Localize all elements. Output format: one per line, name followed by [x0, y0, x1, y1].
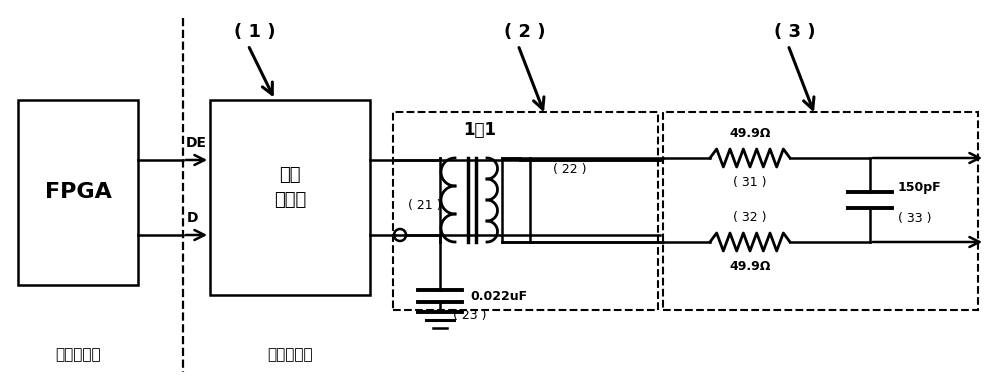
Text: 总线: 总线 [279, 166, 301, 184]
Text: ( 33 ): ( 33 ) [898, 212, 932, 225]
Text: 物理层设计: 物理层设计 [267, 347, 313, 362]
Text: ( 1 ): ( 1 ) [234, 23, 276, 41]
Text: DE: DE [186, 136, 207, 150]
Text: 1：1: 1：1 [464, 121, 496, 139]
Text: 收发器: 收发器 [274, 191, 306, 209]
Text: 49.9Ω: 49.9Ω [729, 127, 771, 140]
Bar [18, 100, 138, 285]
Text: FPGA: FPGA [45, 182, 111, 202]
Text: 49.9Ω: 49.9Ω [729, 260, 771, 273]
Text: ( 3 ): ( 3 ) [774, 23, 816, 41]
Text: 链路层设计: 链路层设计 [55, 347, 101, 362]
Bar [663, 112, 978, 310]
Text: ( 23 ): ( 23 ) [453, 308, 487, 321]
Text: ( 32 ): ( 32 ) [733, 211, 767, 224]
Text: D: D [187, 211, 199, 225]
Text: ( 31 ): ( 31 ) [733, 176, 767, 189]
Text: ( 21 ): ( 21 ) [408, 199, 442, 211]
Text: ( 2 ): ( 2 ) [504, 23, 546, 41]
Bar [210, 100, 370, 295]
Bar [393, 112, 658, 310]
Text: 0.022uF: 0.022uF [470, 289, 527, 303]
Text: ( 22 ): ( 22 ) [553, 163, 587, 177]
Text: 150pF: 150pF [898, 181, 942, 195]
